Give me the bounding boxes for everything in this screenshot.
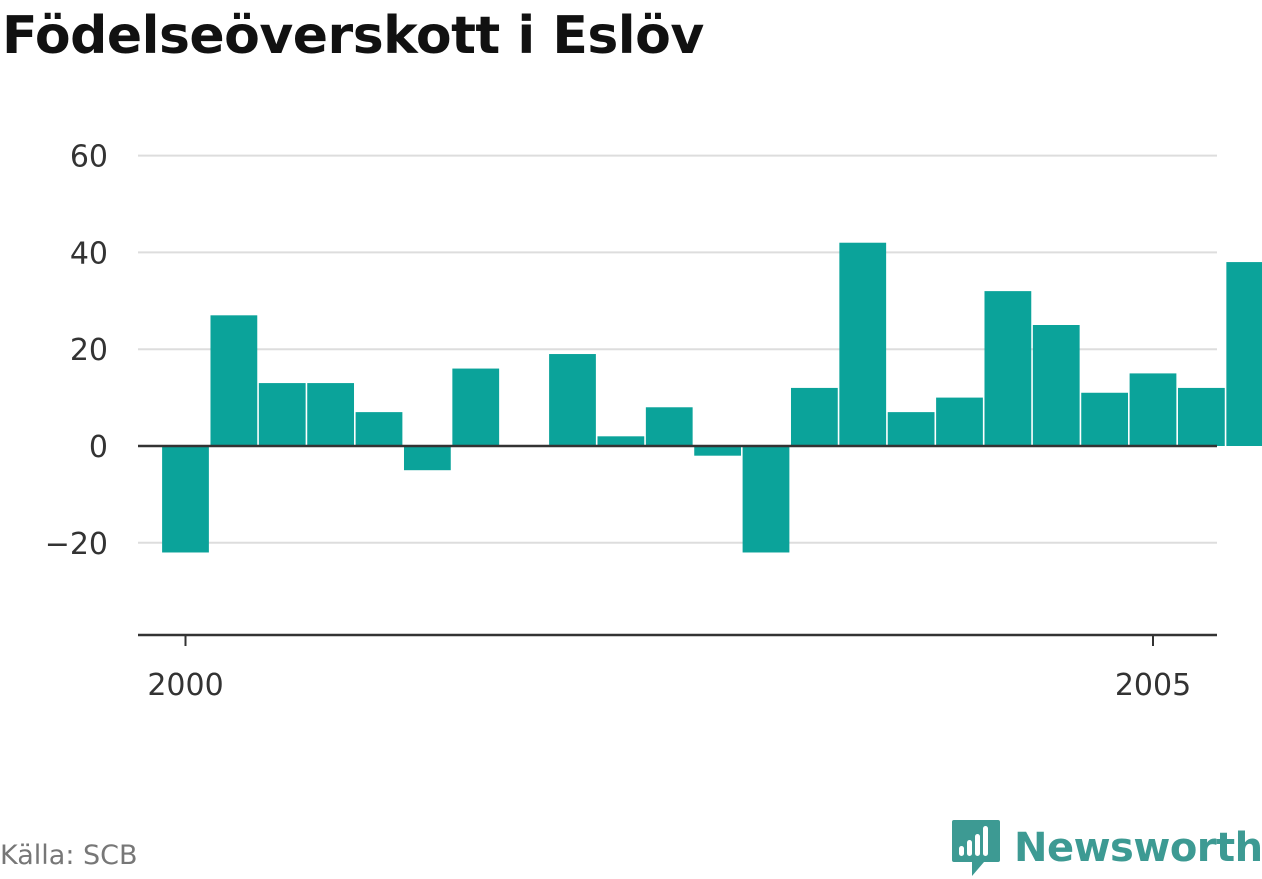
bar xyxy=(549,354,596,446)
y-tick-label: −20 xyxy=(45,527,108,562)
chart-title: Födelseöverskott i Eslöv xyxy=(2,6,704,66)
bar xyxy=(742,446,790,553)
bar xyxy=(1129,373,1177,446)
x-tick-label: 2005 xyxy=(1115,668,1191,703)
bar xyxy=(936,397,983,446)
bar xyxy=(1081,392,1129,446)
bar xyxy=(839,242,887,446)
x-axis: 200020052010201520202025 xyxy=(147,635,1191,703)
newsworthy-logo-icon xyxy=(952,820,1000,876)
bar xyxy=(790,387,838,446)
bar xyxy=(645,407,693,446)
y-tick-label: 40 xyxy=(70,236,108,271)
bar xyxy=(403,446,451,471)
y-tick-label: 20 xyxy=(70,333,108,368)
bar xyxy=(452,368,500,446)
bar xyxy=(694,446,742,456)
bar xyxy=(162,446,209,553)
x-tick-label: 2000 xyxy=(147,668,223,703)
bar xyxy=(1177,387,1225,446)
bar xyxy=(355,412,403,446)
bar xyxy=(1032,325,1080,446)
bars xyxy=(162,242,1262,553)
newsworthy-logo: Newsworthy xyxy=(950,818,1262,878)
bar xyxy=(887,412,935,446)
bar xyxy=(258,383,306,446)
bar xyxy=(597,436,645,446)
source-note: Källa: SCB xyxy=(0,840,138,871)
bar xyxy=(307,383,355,446)
bar xyxy=(1226,262,1262,446)
y-tick-label: 0 xyxy=(89,430,108,465)
bar xyxy=(984,291,1032,446)
bar xyxy=(210,315,258,446)
y-axis: 60 40 20 0 −20 xyxy=(45,140,108,562)
y-tick-label: 60 xyxy=(70,140,108,175)
brand-name: Newsworthy xyxy=(1014,825,1262,871)
